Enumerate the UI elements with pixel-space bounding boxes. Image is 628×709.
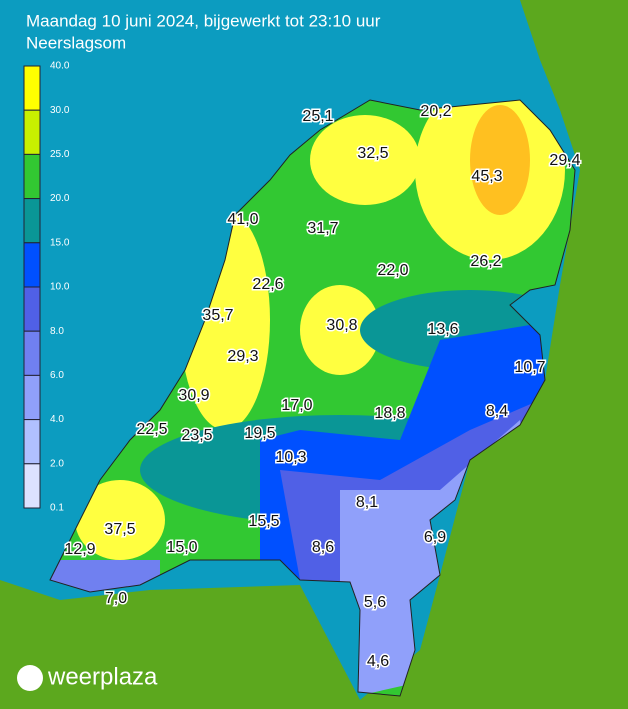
station-value: 26,2 [470,253,501,270]
station-value: 15,0 [166,539,197,556]
legend-swatch [23,374,41,421]
station-value: 30,9 [178,387,209,404]
station-value: 41,0 [227,211,258,228]
legend-swatch [23,286,41,332]
legend-swatch [23,463,41,509]
legend-label: 4.0 [50,414,64,425]
legend-label: 25.0 [50,149,70,160]
station-value: 17,0 [281,397,312,414]
legend-swatch [23,153,41,200]
legend-label: 10.0 [50,282,70,293]
border [49,99,576,697]
legend-swatch [23,419,41,465]
station-value: 35,7 [202,307,233,324]
legend-label: 15.0 [50,237,70,248]
legend-label: 8.0 [50,326,64,337]
legend-label: 30.0 [50,105,70,116]
legend-swatch [23,65,41,111]
station-value: 20,2 [420,103,451,120]
station-value: 4,6 [367,653,389,670]
legend-swatch [23,242,41,288]
station-value: 8,4 [486,403,508,420]
legend: 40.0 30.0 25.0 20.0 15.0 10.0 8.0 6.0 4.0 2.0 0.1 [23,61,70,514]
station-value: 6,9 [424,529,446,546]
station-value: 8,6 [312,539,334,556]
logo: weerplaza [47,663,158,690]
station-value: 29,3 [227,348,258,365]
legend-label: 20.0 [50,193,70,204]
station-value: 13,6 [427,321,458,338]
station-value: 8,1 [356,494,378,511]
station-value: 30,8 [326,317,357,334]
stations: 25,1 20,2 32,5 45,3 29,4 41,0 31,7 22,0 26,2 22,6… [63,102,582,672]
subtitle: Neerslagsom [26,33,126,52]
legend-swatch [23,330,41,376]
station-value: 7,0 [105,590,127,607]
station-value: 37,5 [104,521,135,538]
station-value: 45,3 [471,168,502,185]
station-value: 25,1 [302,108,333,125]
legend-label: 2.0 [50,458,64,469]
station-value: 22,0 [377,262,408,279]
logo-icon [17,665,43,691]
station-value: 10,7 [514,359,545,376]
legend-label: 0.1 [50,503,64,514]
legend-swatch [23,109,41,155]
station-value: 10,3 [275,449,306,466]
legend-label: 6.0 [50,370,64,381]
station-value: 18,8 [374,405,405,422]
station-value: 5,6 [364,594,386,611]
station-value: 29,4 [549,152,580,169]
station-value: 32,5 [357,145,388,162]
title: Maandag 10 juni 2024, bijgewerkt tot 23:… [26,11,381,30]
station-value: 23,5 [181,427,212,444]
station-value: 15,5 [248,513,279,530]
legend-swatch [23,198,41,244]
legend-label: 40.0 [50,61,70,72]
station-value: 22,5 [136,421,167,438]
station-value: 12,9 [64,541,95,558]
station-value: 22,6 [252,276,283,293]
station-value: 19,5 [244,425,275,442]
station-value: 31,7 [307,220,338,237]
